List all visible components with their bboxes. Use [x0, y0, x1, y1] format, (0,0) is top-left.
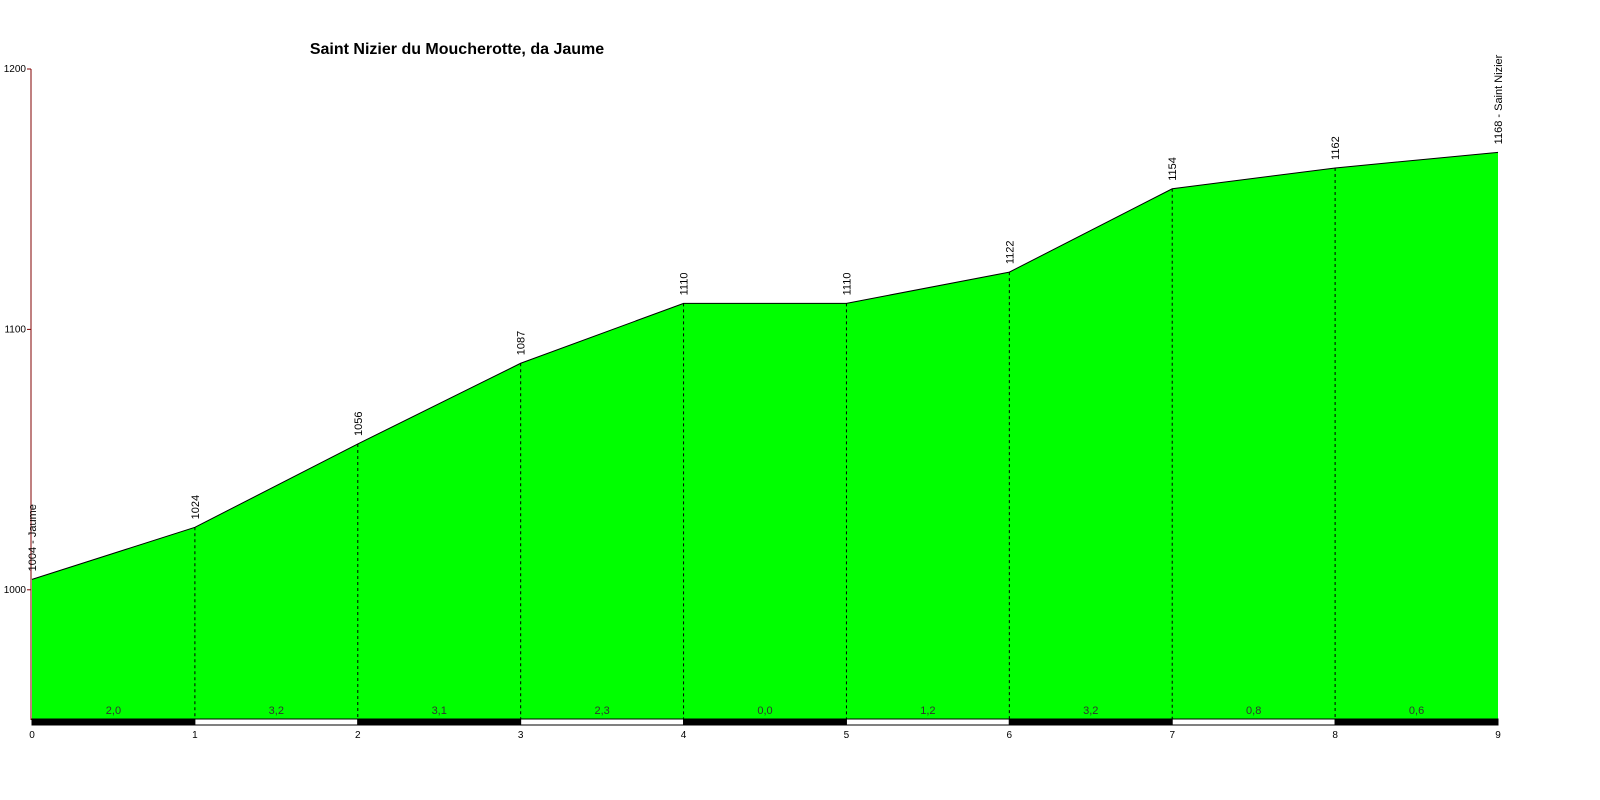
segment-gradient-label: 1,2 [920, 705, 935, 717]
elevation-area [32, 152, 1498, 720]
x-tick-label: 6 [1007, 730, 1013, 741]
x-tick-label: 3 [518, 730, 524, 741]
segment-gradient-label: 0,8 [1246, 705, 1261, 717]
distance-bar-segment [194, 718, 359, 726]
distance-bar-segment [31, 718, 196, 726]
distance-bar-segment [357, 718, 522, 726]
x-tick-label: 4 [681, 730, 687, 741]
segment-gradient-label: 2,3 [594, 705, 609, 717]
x-tick-label: 8 [1332, 730, 1338, 741]
elevation-point-label: 1004 - Jaume [27, 504, 39, 571]
x-tick-label: 9 [1495, 730, 1501, 741]
segment-gradient-label: 3,2 [1083, 705, 1098, 717]
plot-area: 1000 1100 1200 2,0 3,2 3,1 2,3 0,0 1,2 3,2 0,8 0,6 0… [4, 54, 1505, 741]
elevation-point-label: 1110 [841, 273, 853, 296]
elevation-point-label: 1110 [679, 273, 691, 296]
elevation-point-label: 1154 [1167, 157, 1179, 181]
segment-gradient-label: 3,2 [269, 705, 284, 717]
distance-bar-segment [683, 718, 847, 726]
distance-bar-segment [520, 718, 685, 726]
x-tick-label: 2 [355, 730, 361, 741]
elevation-point-label: 1056 [353, 411, 365, 435]
y-tick-label: 1200 [4, 64, 27, 75]
distance-bar-segment [1171, 718, 1336, 726]
segment-gradient-label: 0,0 [757, 705, 772, 717]
y-tick-label: 1100 [4, 324, 26, 335]
segment-gradient-label: 0,6 [1409, 705, 1424, 717]
elevation-point-label: 1087 [516, 331, 528, 355]
distance-bar-segment [1008, 718, 1173, 726]
distance-bar-segment [845, 718, 1010, 726]
x-tick-label: 5 [844, 730, 850, 741]
elevation-point-label: 1024 [190, 495, 202, 519]
x-tick-label: 0 [29, 730, 35, 741]
segment-gradient-label: 2,0 [106, 705, 121, 717]
elevation-point-label: 1122 [1004, 240, 1016, 264]
x-tick-label: 7 [1169, 730, 1175, 741]
y-tick-label: 1000 [4, 585, 27, 596]
chart-title: Saint Nizier du Moucherotte, da Jaume [310, 41, 604, 58]
elevation-point-label: 1168 - Saint Nizier [1493, 54, 1505, 144]
x-tick-label: 1 [192, 730, 198, 741]
elevation-point-label: 1162 [1330, 136, 1342, 160]
distance-bar-segment [1334, 718, 1499, 726]
elevation-line [31, 151, 1499, 580]
segment-gradient-label: 3,1 [432, 705, 447, 717]
